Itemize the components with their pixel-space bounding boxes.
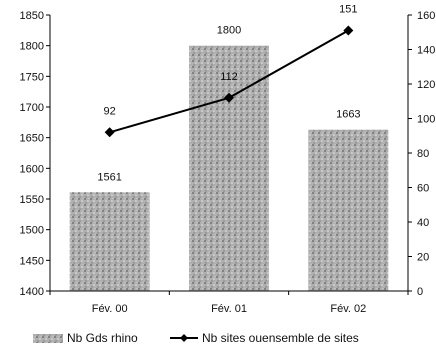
right-tick-label: 0 (417, 286, 423, 298)
x-axis: Fév. 00 Fév. 01 Fév. 02 (49, 290, 409, 315)
left-y-axis: 1400 1450 1500 1550 1600 1650 1700 1750 1800 1850 (20, 10, 51, 298)
right-tick-label: 160 (417, 10, 435, 22)
line-value-label: 92 (104, 105, 116, 117)
line-point (343, 25, 354, 36)
legend-bar-swatch (33, 334, 63, 343)
right-tick-label: 140 (417, 45, 435, 57)
right-tick-label: 60 (417, 183, 429, 195)
line-point (224, 92, 234, 103)
line-series: 92 112 151 (104, 4, 358, 138)
left-tick-label: 1400 (20, 286, 44, 298)
left-tick-label: 1650 (20, 133, 44, 145)
left-tick-label: 1750 (20, 71, 44, 83)
x-tick-label: Fév. 01 (211, 303, 247, 315)
left-tick-label: 1600 (20, 163, 44, 175)
right-tick-label: 40 (417, 217, 429, 229)
bar-value-label: 1663 (336, 109, 360, 121)
bar (189, 45, 269, 291)
right-tick-label: 80 (417, 148, 429, 160)
right-tick-label: 120 (417, 79, 435, 91)
bar (308, 129, 389, 291)
left-tick-label: 1800 (20, 41, 44, 53)
legend-line-marker (180, 334, 188, 342)
left-tick-label: 1850 (20, 10, 44, 22)
x-tick-label: Fév. 02 (330, 303, 366, 315)
left-tick-label: 1500 (20, 225, 44, 237)
legend-bar-label: Nb Gds rhino (67, 331, 138, 345)
right-y-axis: 0 20 40 60 80 100 120 140 160 (407, 10, 435, 298)
legend: Nb Gds rhino Nb sites ouensemble de sites (33, 331, 359, 345)
left-tick-label: 1550 (20, 194, 44, 206)
line-value-label: 112 (220, 71, 238, 83)
right-tick-label: 100 (417, 114, 435, 126)
line-value-label: 151 (339, 4, 357, 16)
line-point (104, 127, 115, 138)
bar-value-label: 1800 (217, 25, 241, 37)
x-tick-label: Fév. 00 (92, 303, 128, 315)
bar (69, 192, 150, 291)
right-tick-label: 20 (417, 252, 429, 264)
left-tick-label: 1450 (20, 255, 44, 267)
left-tick-label: 1700 (20, 102, 44, 114)
bar-value-label: 1561 (97, 171, 121, 183)
bar-series: 1561 1800 1663 (69, 25, 389, 291)
legend-line-label: Nb sites ouensemble de sites (202, 331, 359, 345)
